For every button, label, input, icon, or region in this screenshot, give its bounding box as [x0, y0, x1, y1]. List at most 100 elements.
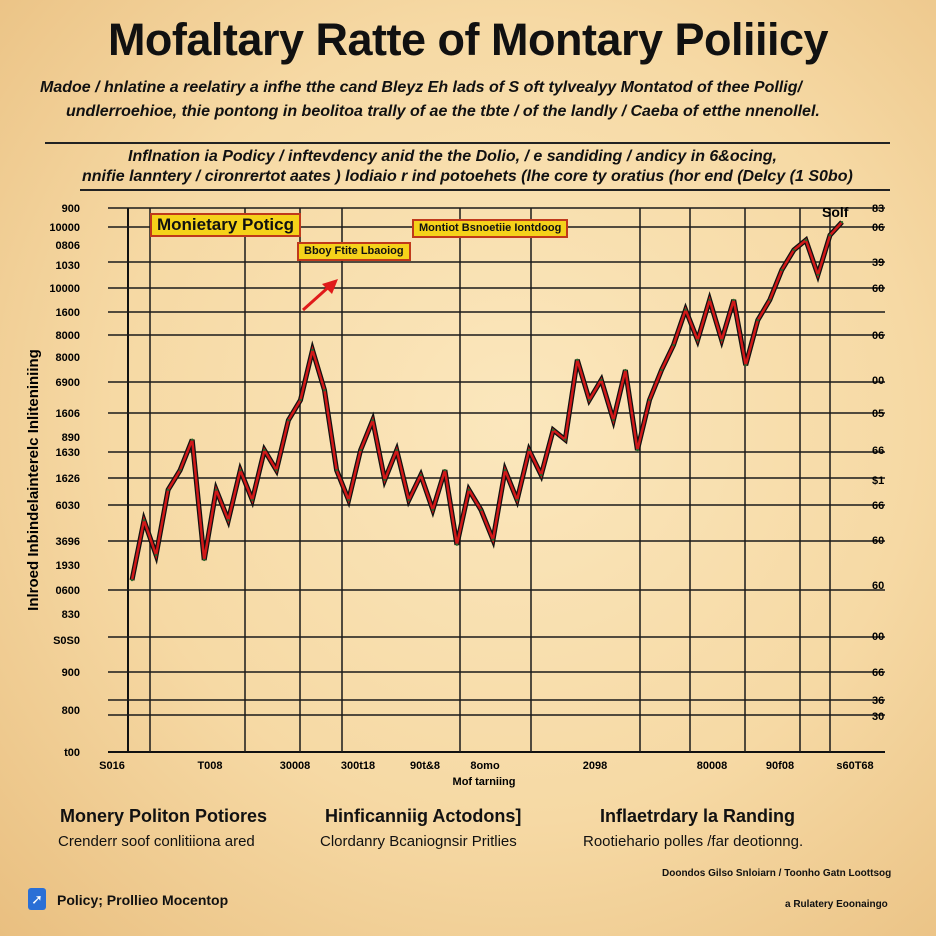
- data-point: [744, 364, 747, 367]
- data-point: [588, 398, 591, 402]
- data-point: [816, 273, 820, 277]
- data-point: [600, 378, 603, 382]
- right-tick-label: 66: [872, 500, 884, 512]
- grid: [108, 207, 885, 753]
- data-point: [154, 553, 158, 557]
- data-point: [455, 543, 459, 546]
- data-point: [166, 488, 170, 491]
- data-point: [299, 398, 302, 402]
- data-point: [539, 473, 543, 477]
- data-point: [780, 268, 784, 272]
- y-tick-label: S0S0: [53, 635, 80, 647]
- x-tick-label: 80008: [697, 760, 728, 772]
- y-tick-label: 8000: [56, 352, 80, 364]
- data-point: [768, 298, 771, 302]
- page-title: Mofaltary Ratte of Montary Poliiicy: [107, 14, 829, 65]
- data-point: [203, 558, 206, 562]
- y-tick-label: 830: [62, 609, 80, 621]
- y-tick-label: 1630: [56, 447, 80, 459]
- x-tick-label: S016: [99, 760, 125, 772]
- right-tick-label: 06: [872, 330, 884, 342]
- y-tick-label: 1930: [56, 560, 80, 572]
- y-axis-ticks: 900 10000 0806 1030 10000 1600 8000 8000 6900 160…: [49, 203, 80, 759]
- brand-name: Policy; Prollieo Mocentop: [57, 892, 229, 908]
- data-point: [287, 418, 290, 422]
- data-point: [311, 348, 314, 352]
- right-tick-label: 60: [872, 580, 884, 592]
- data-point: [840, 220, 844, 224]
- right-tick-label: 00: [872, 375, 884, 387]
- data-point: [263, 448, 266, 452]
- x-tick-label: 300t18: [341, 760, 375, 772]
- data-point: [636, 448, 639, 452]
- y-tick-label: 8000: [56, 330, 80, 342]
- x-tick-label: 8omo: [470, 760, 500, 772]
- data-point: [756, 318, 759, 322]
- right-tick-label: 66: [872, 445, 884, 457]
- y-axis-label: Inlroed Inbindelainterelc Inliteniniing: [25, 349, 42, 611]
- annotation-economic-landing: Montiot Bsnoetiie Iontdoog: [412, 219, 569, 238]
- data-point: [672, 343, 675, 347]
- subtitle-line-2: nnifie lanntery / cironrertot aates ) lo…: [82, 168, 853, 185]
- bottom-heading-1: Monery Politon Potiores: [60, 806, 268, 826]
- data-point: [419, 473, 423, 477]
- y-tick-label: t00: [64, 747, 80, 759]
- data-point: [696, 338, 699, 342]
- data-point: [275, 469, 278, 472]
- right-tick-label: 83: [872, 203, 884, 215]
- data-point: [720, 338, 723, 342]
- annotation-soft: Solf: [822, 204, 849, 220]
- data-point: [130, 578, 134, 582]
- annotation-monetary-policy: Monietary Poticg: [150, 213, 301, 237]
- right-tick-label: 66: [872, 667, 884, 679]
- right-tick-label: 00: [872, 631, 884, 643]
- y-tick-label: 10000: [49, 222, 80, 234]
- x-axis-ticks: S016 T008 30008 300t18 90t&8 8omo 2098 80008 90f…: [99, 760, 874, 772]
- right-tick-label: 05: [872, 408, 884, 420]
- data-point: [239, 469, 242, 472]
- y-tick-label: 6030: [56, 500, 80, 512]
- right-tick-label: 60: [872, 535, 884, 547]
- subtitle-line-1: Inflnation ia Podicy / inftevdency anid …: [128, 148, 777, 165]
- data-point: [215, 488, 218, 491]
- data-point: [648, 398, 651, 402]
- data-point: [660, 368, 663, 372]
- publisher-text: a Rulatery Eoonaingo: [785, 899, 888, 910]
- data-point: [251, 498, 254, 502]
- data-point: [467, 488, 471, 491]
- y-tick-label: 890: [62, 432, 80, 444]
- bottom-heading-3: Inflaetrdary la Randing: [600, 806, 796, 826]
- data-point: [804, 238, 808, 242]
- data-point: [227, 519, 230, 522]
- data-point: [564, 438, 567, 441]
- intro-line-1: Madoe / hnlatine a reelatiry a infhe tth…: [40, 79, 802, 96]
- divider: [45, 142, 890, 144]
- annotation-soft-landing: Bboy Ftite Lbaoiog: [297, 242, 411, 261]
- data-point: [323, 389, 326, 392]
- data-point: [515, 498, 519, 502]
- data-point: [732, 298, 735, 302]
- data-point: [371, 418, 374, 422]
- right-tick-label: 60: [872, 283, 884, 295]
- data-point: [503, 469, 507, 472]
- y-tick-label: 900: [62, 203, 80, 215]
- bottom-text-1: Crenderr soof conlitiiona ared: [58, 833, 255, 850]
- bottom-heading-2: Hinficanniig Actodons]: [325, 806, 522, 826]
- x-axis-label: Mof tarniing: [453, 776, 516, 788]
- y-tick-label: 6900: [56, 377, 80, 389]
- y-tick-label: 1030: [56, 260, 80, 272]
- arrow-annotation: [301, 279, 338, 312]
- bottom-text-3: Rootiehario polles /far deotionng.: [583, 833, 804, 850]
- y-tick-label: 900: [62, 667, 80, 679]
- right-tick-label: 39: [872, 257, 884, 269]
- x-tick-label: 2098: [583, 760, 607, 772]
- y-tick-label: 3696: [56, 536, 80, 548]
- credit-text: Doondos Gilso Snloiarn / Toonho Gatn Loo…: [662, 868, 892, 879]
- right-tick-label: $1: [872, 475, 884, 487]
- x-tick-label: 30008: [280, 760, 311, 772]
- y-tick-label: 1606: [56, 408, 80, 420]
- series-lines: [129, 220, 844, 582]
- data-point: [527, 448, 531, 452]
- right-axis-ticks: 83 06 39 60 06 00 05 66 $1 66 60 60 00 66 36 30: [872, 203, 884, 723]
